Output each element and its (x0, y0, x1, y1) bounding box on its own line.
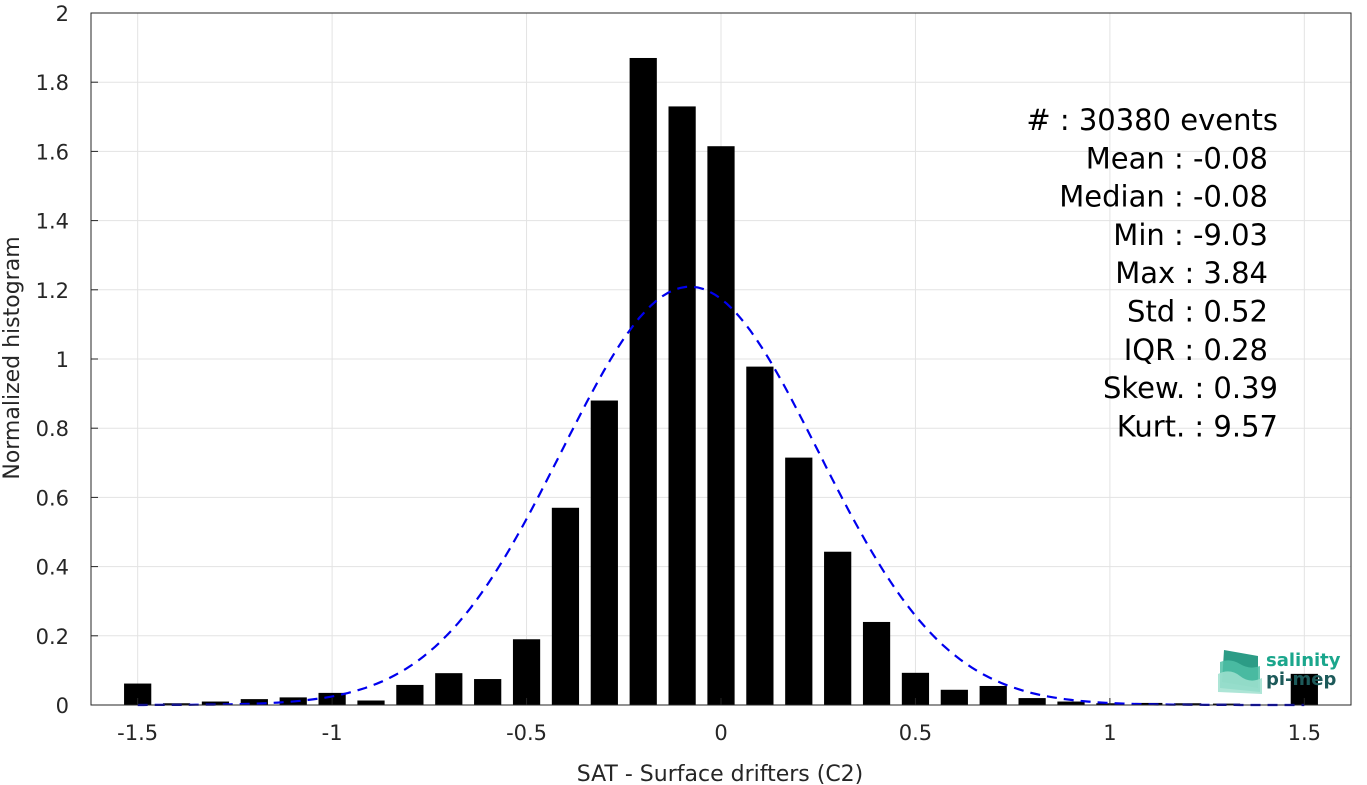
x-tick-label: 0 (714, 721, 727, 745)
histogram-bar (668, 106, 696, 706)
logo-line1: salinity (1266, 650, 1341, 671)
histogram-bar (512, 639, 541, 705)
histogram-bar (474, 679, 502, 705)
x-tick-label: 0.5 (899, 721, 932, 745)
x-tick-label: -0.5 (506, 721, 547, 745)
histogram-bar (1212, 703, 1241, 705)
histogram-bar (862, 621, 891, 705)
histogram-bar (979, 685, 1007, 705)
histogram-bar (435, 673, 463, 705)
logo-line2: pi-mep (1266, 669, 1336, 690)
x-axis-label: SAT - Surface drifters (C2) (577, 762, 864, 785)
y-tick-label: 1.6 (36, 140, 69, 164)
statistics-box: # : 30380 events Mean : -0.08 Median : -0.… (1026, 103, 1278, 443)
y-tick-label: 0 (56, 694, 69, 718)
wave-logo-icon (1218, 650, 1262, 694)
stat-line: Mean : -0.08 (1086, 141, 1268, 175)
histogram-bar (1018, 698, 1046, 705)
histogram-bar (201, 701, 230, 705)
y-tick-label: 1.8 (36, 71, 69, 95)
y-axis-label: Normalized histogram (0, 236, 25, 479)
stat-line: Std : 0.52 (1127, 295, 1268, 329)
stat-line: # : 30380 events (1026, 103, 1278, 137)
histogram-bar (824, 551, 852, 705)
stat-line: Skew. : 0.39 (1103, 371, 1278, 405)
histogram-bar (551, 507, 580, 705)
x-tick-label: -1 (322, 721, 343, 745)
histogram-bar (940, 689, 968, 705)
y-tick-label: 0.4 (36, 556, 69, 580)
histogram-bar (590, 400, 618, 705)
stat-line: Median : -0.08 (1059, 180, 1268, 214)
histogram-bar (396, 684, 424, 705)
x-tick-label: -1.5 (117, 721, 158, 745)
salinity-pimep-logo: salinity pi-mep (1218, 650, 1341, 694)
stat-line: Min : -9.03 (1113, 218, 1268, 252)
gaussian-fit-curve (137, 285, 1305, 707)
x-tick-label: 1 (1103, 721, 1116, 745)
y-tick-label: 1.2 (36, 279, 69, 303)
y-tick-label: 0.2 (36, 625, 69, 649)
x-tick-label: 1.5 (1288, 721, 1321, 745)
stat-line: Max : 3.84 (1115, 256, 1268, 290)
histogram-bar (124, 683, 152, 705)
histogram-bar (1057, 701, 1085, 705)
y-tick-label: 0.8 (36, 417, 69, 441)
histogram-bar (746, 366, 774, 705)
y-tick-label: 2 (56, 2, 69, 26)
x-tick-labels: -1.5 -1 -0.5 0 0.5 1 1.5 (117, 721, 1321, 745)
histogram-bar (357, 700, 385, 705)
y-tick-label: 0.6 (36, 486, 69, 510)
y-tick-labels: 0 0.2 0.4 0.6 0.8 1 1.2 1.4 1.6 1.8 2 (36, 2, 69, 718)
y-tick-label: 1.4 (36, 210, 69, 234)
histogram-bar (707, 146, 735, 705)
axis-ticks (91, 12, 1305, 706)
stat-line: IQR : 0.28 (1124, 333, 1268, 367)
histogram-bar (240, 699, 268, 705)
y-tick-label: 1 (56, 348, 69, 372)
histogram-bar (785, 457, 813, 705)
histogram-bar (629, 57, 657, 706)
histogram-bars (124, 57, 1318, 706)
stat-line: Kurt. : 9.57 (1117, 409, 1278, 443)
